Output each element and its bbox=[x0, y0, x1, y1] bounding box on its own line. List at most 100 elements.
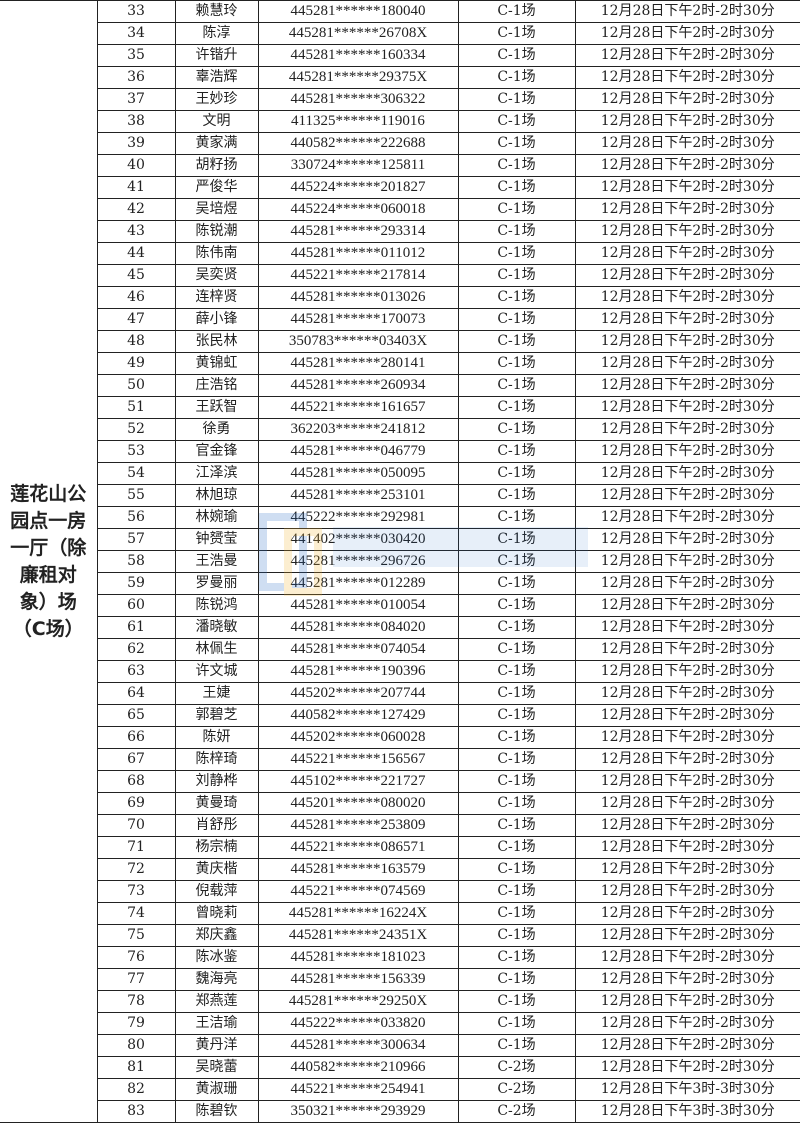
table-row: 48 张民林 350783******03403X C-1场 12月28日下午2时-2时… bbox=[0, 330, 800, 353]
table-row: 35 许锴升 445281******160334 C-1场 12月28日下午2时-2时… bbox=[0, 44, 800, 67]
row-number-cell: 75 bbox=[96, 924, 176, 947]
id-number-cell: 350321******293929 bbox=[257, 1100, 459, 1123]
table-row: 62 林佩生 445281******074054 C-1场 12月28日下午2时-2时… bbox=[0, 638, 800, 661]
time-cell: 12月28日下午2时-2时30分 bbox=[574, 154, 800, 177]
row-number-cell: 38 bbox=[96, 110, 176, 133]
id-number-cell: 445281******160334 bbox=[257, 44, 459, 67]
venue-cell: C-1场 bbox=[457, 572, 576, 595]
id-number-cell: 445281******084020 bbox=[257, 616, 459, 639]
time-cell: 12月28日下午2时-2时30分 bbox=[574, 88, 800, 111]
name-cell: 许锴升 bbox=[174, 44, 259, 67]
time-cell: 12月28日下午2时-2时30分 bbox=[574, 902, 800, 925]
name-cell: 许文城 bbox=[174, 660, 259, 683]
row-number-cell: 77 bbox=[96, 968, 176, 991]
row-number-cell: 49 bbox=[96, 352, 176, 375]
time-cell: 12月28日下午2时-2时30分 bbox=[574, 924, 800, 947]
name-cell: 连梓贤 bbox=[174, 286, 259, 309]
time-cell: 12月28日下午2时-2时30分 bbox=[574, 264, 800, 287]
row-number-cell: 57 bbox=[96, 528, 176, 551]
time-cell: 12月28日下午2时-2时30分 bbox=[574, 506, 800, 529]
table-row: 61 潘晓敏 445281******084020 C-1场 12月28日下午2时-2时… bbox=[0, 616, 800, 639]
table-row: 78 郑燕莲 445281******29250X C-1场 12月28日下午2时-2时… bbox=[0, 990, 800, 1013]
row-number-cell: 48 bbox=[96, 330, 176, 353]
table-row: 65 郭碧芝 440582******127429 C-1场 12月28日下午2时-2时… bbox=[0, 704, 800, 727]
time-cell: 12月28日下午2时-2时30分 bbox=[574, 880, 800, 903]
time-cell: 12月28日下午2时-2时30分 bbox=[574, 682, 800, 705]
row-number-cell: 55 bbox=[96, 484, 176, 507]
venue-cell: C-1场 bbox=[457, 44, 576, 67]
id-number-cell: 445281******046779 bbox=[257, 440, 459, 463]
time-cell: 12月28日下午3时-3时30分 bbox=[574, 1100, 800, 1123]
row-number-cell: 45 bbox=[96, 264, 176, 287]
time-cell: 12月28日下午2时-2时30分 bbox=[574, 374, 800, 397]
venue-cell: C-1场 bbox=[457, 968, 576, 991]
id-number-cell: 445281******16224X bbox=[257, 902, 459, 925]
venue-cell: C-1场 bbox=[457, 528, 576, 551]
venue-cell: C-1场 bbox=[457, 1012, 576, 1035]
venue-cell: C-1场 bbox=[457, 308, 576, 331]
venue-cell: C-1场 bbox=[457, 858, 576, 881]
time-cell: 12月28日下午2时-2时30分 bbox=[574, 660, 800, 683]
name-cell: 王跃智 bbox=[174, 396, 259, 419]
table-row: 39 黄家满 440582******222688 C-1场 12月28日下午2时-2时… bbox=[0, 132, 800, 155]
name-cell: 林婉瑜 bbox=[174, 506, 259, 529]
id-number-cell: 362203******241812 bbox=[257, 418, 459, 441]
venue-cell: C-1场 bbox=[457, 418, 576, 441]
name-cell: 曾晓莉 bbox=[174, 902, 259, 925]
time-cell: 12月28日下午2时-2时30分 bbox=[574, 242, 800, 265]
venue-cell: C-1场 bbox=[457, 990, 576, 1013]
time-cell: 12月28日下午2时-2时30分 bbox=[574, 1056, 800, 1079]
row-number-cell: 65 bbox=[96, 704, 176, 727]
name-cell: 林旭琼 bbox=[174, 484, 259, 507]
name-cell: 黄丹洋 bbox=[174, 1034, 259, 1057]
table-row: 52 徐勇 362203******241812 C-1场 12月28日下午2时-2时3… bbox=[0, 418, 800, 441]
id-number-cell: 445281******180040 bbox=[257, 0, 459, 23]
table-row: 38 文明 411325******119016 C-1场 12月28日下午2时-2时3… bbox=[0, 110, 800, 133]
row-number-cell: 37 bbox=[96, 88, 176, 111]
id-number-cell: 441402******030420 bbox=[257, 528, 459, 551]
table-row: 59 罗曼丽 445281******012289 C-1场 12月28日下午2时-2时… bbox=[0, 572, 800, 595]
venue-cell: C-1场 bbox=[457, 792, 576, 815]
time-cell: 12月28日下午2时-2时30分 bbox=[574, 220, 800, 243]
id-number-cell: 445281******156339 bbox=[257, 968, 459, 991]
table-row: 36 辜浩辉 445281******29375X C-1场 12月28日下午2时-2时… bbox=[0, 66, 800, 89]
table-row: 68 刘静桦 445102******221727 C-1场 12月28日下午2时-2时… bbox=[0, 770, 800, 793]
time-cell: 12月28日下午2时-2时30分 bbox=[574, 528, 800, 551]
venue-cell: C-1场 bbox=[457, 484, 576, 507]
name-cell: 陈碧钦 bbox=[174, 1100, 259, 1123]
name-cell: 赖慧玲 bbox=[174, 0, 259, 23]
name-cell: 庄浩铭 bbox=[174, 374, 259, 397]
table-row: 37 王妙珍 445281******306322 C-1场 12月28日下午2时-2时… bbox=[0, 88, 800, 111]
id-number-cell: 440582******127429 bbox=[257, 704, 459, 727]
venue-cell: C-1场 bbox=[457, 748, 576, 771]
row-number-cell: 67 bbox=[96, 748, 176, 771]
venue-cell: C-1场 bbox=[457, 682, 576, 705]
row-number-cell: 80 bbox=[96, 1034, 176, 1057]
row-number-cell: 83 bbox=[96, 1100, 176, 1123]
row-number-cell: 35 bbox=[96, 44, 176, 67]
id-number-cell: 445281******296726 bbox=[257, 550, 459, 573]
venue-cell: C-1场 bbox=[457, 770, 576, 793]
row-number-cell: 44 bbox=[96, 242, 176, 265]
table-row: 79 王洁瑜 445222******033820 C-1场 12月28日下午2时-2时… bbox=[0, 1012, 800, 1035]
table-row: 73 倪载萍 445221******074569 C-1场 12月28日下午2时-2时… bbox=[0, 880, 800, 903]
row-number-cell: 34 bbox=[96, 22, 176, 45]
id-number-cell: 445281******26708X bbox=[257, 22, 459, 45]
time-cell: 12月28日下午3时-3时30分 bbox=[574, 1078, 800, 1101]
id-number-cell: 411325******119016 bbox=[257, 110, 459, 133]
row-number-cell: 60 bbox=[96, 594, 176, 617]
row-number-cell: 50 bbox=[96, 374, 176, 397]
table-row: 82 黄淑珊 445221******254941 C-2场 12月28日下午3时-3时… bbox=[0, 1078, 800, 1101]
table-row: 76 陈冰鉴 445281******181023 C-1场 12月28日下午2时-2时… bbox=[0, 946, 800, 969]
row-number-cell: 64 bbox=[96, 682, 176, 705]
name-cell: 林佩生 bbox=[174, 638, 259, 661]
id-number-cell: 445281******011012 bbox=[257, 242, 459, 265]
name-cell: 吴培煜 bbox=[174, 198, 259, 221]
table-row: 63 许文城 445281******190396 C-1场 12月28日下午2时-2时… bbox=[0, 660, 800, 683]
id-number-cell: 445281******074054 bbox=[257, 638, 459, 661]
row-number-cell: 73 bbox=[96, 880, 176, 903]
venue-cell: C-1场 bbox=[457, 1034, 576, 1057]
time-cell: 12月28日下午2时-2时30分 bbox=[574, 638, 800, 661]
